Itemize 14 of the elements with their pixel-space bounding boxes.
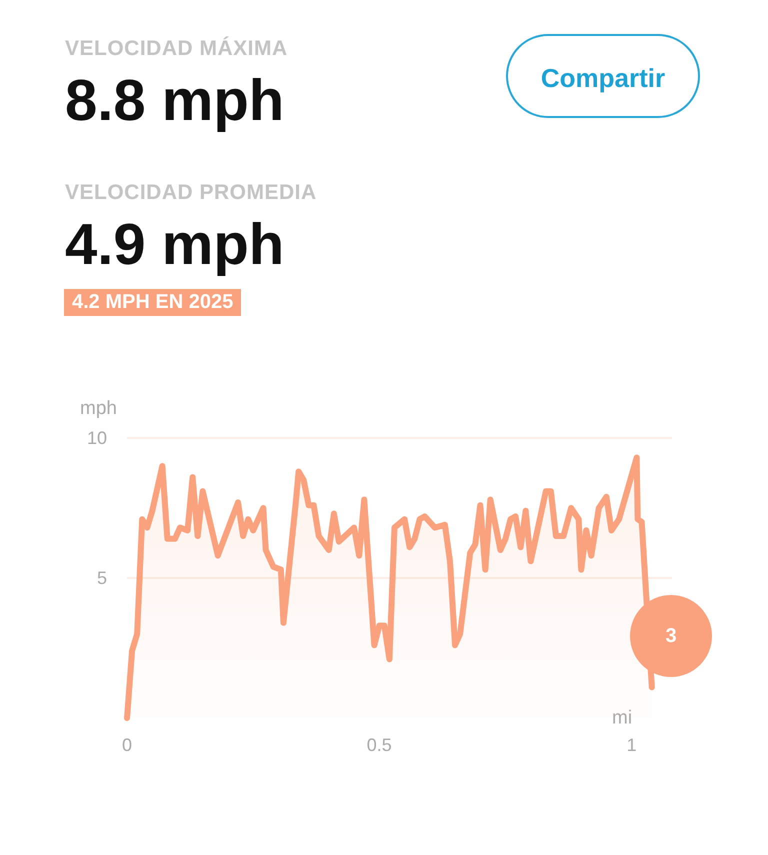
text: Compartir <box>506 34 700 118</box>
x-tick-label: 0.5 <box>366 735 392 755</box>
x-tick-label: 0 <box>122 735 132 755</box>
y-axis-title: mph <box>80 398 117 419</box>
y-tick-label: 5 <box>96 568 107 588</box>
chart-title: VELOCIDAD MÁXIMA <box>65 37 288 61</box>
x-tick-label: 1 <box>626 735 637 755</box>
text: VELOCIDAD PROMEDIA <box>65 181 317 205</box>
chart-subtitle: 8.8 mph <box>65 67 284 134</box>
text: 4.2 MPH EN 2025 <box>64 289 242 316</box>
y-tick-label: 10 <box>86 428 107 448</box>
circle-badge: 3 <box>630 595 712 677</box>
text: 4.9 mph <box>65 211 284 278</box>
x-axis-title: mi <box>612 708 632 728</box>
